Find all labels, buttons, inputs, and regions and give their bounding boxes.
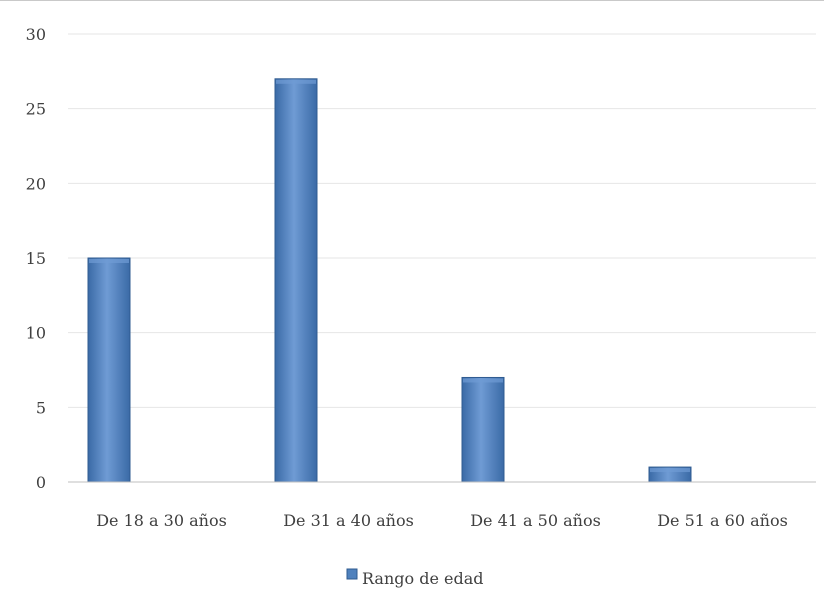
bar-highlight: [650, 468, 690, 473]
x-category-label: De 51 a 60 años: [657, 511, 788, 530]
y-tick-label: 0: [36, 473, 46, 492]
grid-lines: [68, 33, 816, 408]
bar-highlight: [89, 259, 129, 263]
bar: [461, 376, 505, 483]
legend-label: Rango de edad: [362, 569, 484, 588]
legend-swatch: [346, 568, 358, 580]
y-tick-label: 20: [26, 174, 46, 193]
y-tick-label: 25: [26, 100, 46, 119]
bar: [87, 257, 131, 483]
bar-highlight: [276, 79, 316, 84]
y-tick-label: 15: [26, 249, 46, 268]
bars: [87, 78, 692, 483]
x-category-label: De 18 a 30 años: [96, 511, 227, 530]
y-tick-label: 10: [26, 324, 46, 343]
y-tick-label: 5: [36, 398, 46, 417]
bar-highlight: [463, 378, 503, 383]
legend: Rango de edad: [346, 568, 484, 588]
bar: [274, 78, 318, 483]
x-category-label: De 41 a 50 años: [470, 511, 601, 530]
x-axis-category-labels: De 18 a 30 años De 31 a 40 años De 41 a 50…: [96, 511, 788, 530]
y-axis-tick-labels: 0 5 10 15 20 25 30: [26, 25, 46, 492]
x-category-label: De 31 a 40 años: [283, 511, 414, 530]
y-tick-label: 30: [26, 25, 46, 44]
